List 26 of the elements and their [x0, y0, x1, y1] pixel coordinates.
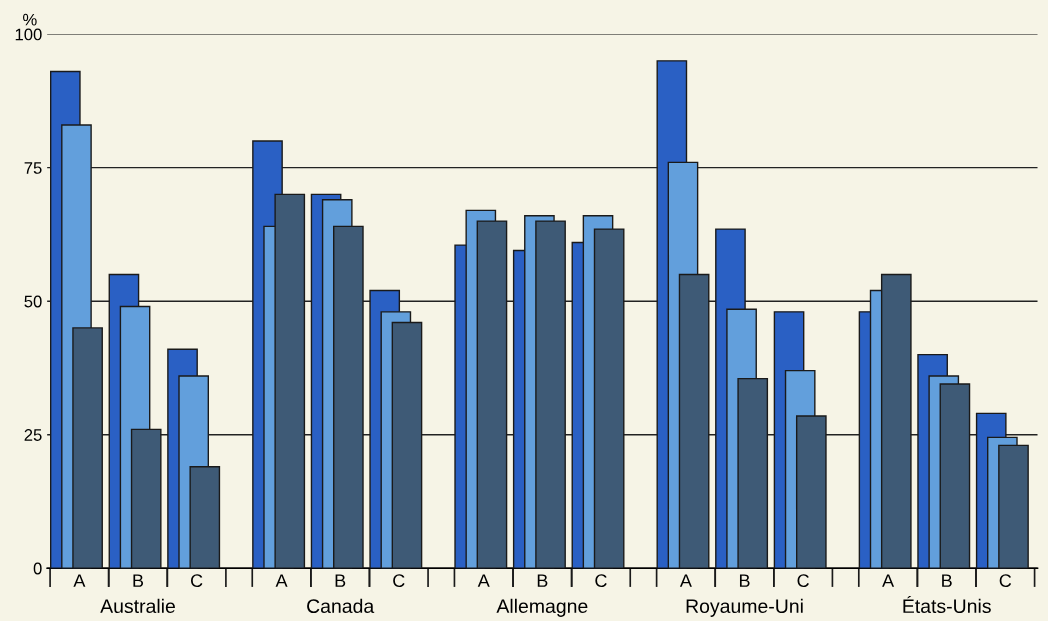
x-tick-label: A: [679, 574, 692, 587]
x-tick-label: B: [942, 574, 952, 587]
x-tick-label: B: [335, 574, 346, 587]
x-tick-label: A: [882, 574, 895, 587]
y-tick-label: 50: [24, 295, 42, 308]
y-tick-label: 25: [24, 429, 42, 441]
text: Australie: [100, 598, 175, 614]
x-tick-label: C: [190, 574, 203, 588]
x-tick-label: C: [797, 574, 809, 588]
x-tick-label: C: [393, 574, 405, 588]
y-tick-label: 100: [15, 28, 42, 41]
text: Canada: [307, 598, 375, 614]
x-tick-label: B: [739, 574, 750, 587]
x-tick-label: B: [133, 574, 144, 587]
x-tick-label: A: [275, 574, 288, 587]
x-tick-label: A: [477, 574, 490, 587]
text: États-Unis: [903, 596, 991, 614]
x-tick-label: B: [537, 574, 548, 587]
x-tick-label: C: [595, 574, 607, 588]
y-tick-label: 0: [33, 562, 42, 575]
y-tick-label: 75: [24, 162, 42, 174]
x-tick-label: C: [999, 574, 1012, 588]
text: Royaume-Uni: [686, 598, 803, 617]
text: Allemagne: [496, 598, 588, 617]
x-tick-label: A: [73, 574, 86, 587]
y-axis-title: %: [23, 13, 37, 26]
